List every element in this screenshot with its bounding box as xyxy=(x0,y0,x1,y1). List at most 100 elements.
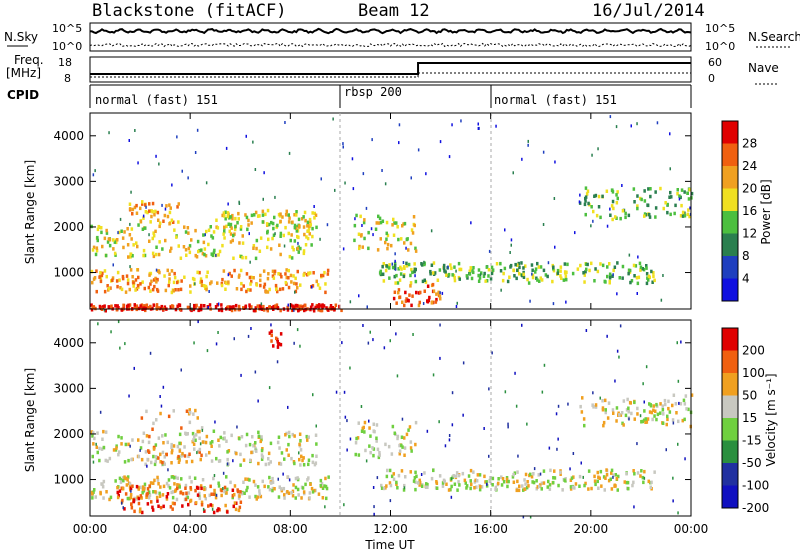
power-echo-cell xyxy=(673,211,676,216)
velocity-scatter-cell xyxy=(99,410,102,414)
velocity-echo-cell xyxy=(360,429,364,433)
power-scatter-cell xyxy=(319,237,321,241)
velocity-echo-cell xyxy=(137,487,140,491)
velocity-echo-cell xyxy=(627,406,630,410)
velocity-scatter-cell xyxy=(526,422,528,426)
power-echo-cell xyxy=(560,276,563,280)
power-echo-cell xyxy=(435,297,438,302)
power-scatter-cell xyxy=(344,181,346,185)
velocity-echo-cell xyxy=(191,431,195,436)
velocity-echo-cell xyxy=(115,446,118,450)
power-echo-cell xyxy=(226,211,230,215)
velocity-scatter-cell xyxy=(346,448,348,452)
power-scatter-cell xyxy=(591,153,593,157)
power-echo-cell xyxy=(396,225,399,229)
velocity-echo-cell xyxy=(278,485,281,489)
power-scatter-cell xyxy=(196,128,199,132)
power-echo-cell xyxy=(516,268,519,272)
velocity-echo-cell xyxy=(237,508,241,513)
velocity-echo-cell xyxy=(180,426,183,430)
velocity-echo-cell xyxy=(650,410,654,415)
power-echo-cell xyxy=(599,262,602,266)
power-echo-cell xyxy=(235,287,239,291)
power-echo-cell xyxy=(611,217,614,222)
velocity-echo-cell xyxy=(237,496,241,500)
power-echo-cell xyxy=(274,304,277,308)
velocity-echo-cell xyxy=(633,472,636,476)
velocity-echo-cell xyxy=(308,496,311,500)
velocity-echo-cell xyxy=(246,485,249,490)
power-echo-cell xyxy=(198,248,201,253)
velocity-echo-cell xyxy=(454,474,457,479)
power-echo-cell xyxy=(652,274,655,279)
velocity-echo-cell xyxy=(225,491,228,495)
power-echo-cell xyxy=(284,280,288,285)
velocity-scatter-cell xyxy=(488,454,490,458)
power-echo-cell xyxy=(254,210,258,215)
power-echo-cell xyxy=(225,281,228,285)
power-echo-cell xyxy=(315,225,318,230)
power-echo-cell xyxy=(143,304,146,308)
power-echo-cell xyxy=(413,267,417,272)
velocity-echo-cell xyxy=(369,450,372,455)
power-echo-cell xyxy=(121,276,125,281)
velocity-echo-cell xyxy=(572,475,575,479)
velocity-echo-cell xyxy=(130,506,134,510)
power-scatter-cell xyxy=(274,232,276,236)
power-echo-cell xyxy=(562,278,566,282)
power-scatter-cell xyxy=(145,205,147,209)
power-echo-cell xyxy=(107,237,111,241)
power-echo-cell xyxy=(662,206,665,211)
velocity-echo-cell xyxy=(584,481,587,486)
velocity-echo-cell xyxy=(382,486,386,491)
power-echo-cell xyxy=(309,307,312,312)
power-echo-cell xyxy=(202,233,205,237)
velocity-echo-cell xyxy=(117,434,120,439)
velocity-echo-cell xyxy=(307,462,310,467)
power-scatter-cell xyxy=(171,183,173,187)
velocity-echo-cell xyxy=(683,417,686,422)
power-echo-cell xyxy=(170,218,174,222)
power-echo-cell xyxy=(418,300,421,305)
power-echo-cell xyxy=(388,263,391,267)
power-echo-cell xyxy=(397,237,400,242)
power-echo-cell xyxy=(158,224,161,229)
velocity-echo-cell xyxy=(475,485,478,489)
power-echo-cell xyxy=(586,262,589,267)
velocity-echo-cell xyxy=(217,481,220,485)
velocity-echo-cell xyxy=(661,404,664,408)
velocity-echo-cell xyxy=(301,486,305,490)
velocity-scatter-cell xyxy=(160,404,163,408)
power-echo-cell xyxy=(540,278,544,282)
power-scatter-cell xyxy=(660,298,663,302)
power-echo-cell xyxy=(299,304,302,308)
velocity-echo-cell xyxy=(162,441,165,445)
power-echo-cell xyxy=(103,289,107,294)
velocity-scatter-cell xyxy=(514,371,516,375)
power-scatter-cell xyxy=(398,141,400,145)
power-echo-cell xyxy=(321,303,324,307)
power-echo-cell xyxy=(168,210,172,215)
velocity-echo-cell xyxy=(407,428,410,432)
power-echo-cell xyxy=(92,305,96,309)
power-echo-cell xyxy=(228,216,231,220)
velocity-echo-cell xyxy=(400,435,404,439)
power-echo-cell xyxy=(132,281,135,285)
power-echo-cell xyxy=(571,271,575,276)
power-echo-cell xyxy=(453,278,457,283)
power-echo-cell xyxy=(307,226,311,230)
power-ytick-label: 4000 xyxy=(53,129,84,143)
x-axis-ticks: 00:00 04:00 08:00 12:00 16:00 20:00 00:00 xyxy=(73,113,708,536)
velocity-scatter-cell xyxy=(507,425,509,429)
nsearch-label: N.Search xyxy=(748,30,800,44)
velocity-echo-cell xyxy=(307,435,310,439)
power-echo-cell xyxy=(94,252,98,257)
power-echo-cell xyxy=(129,255,132,259)
power-echo-cell xyxy=(310,243,313,247)
velocity-echo-cell xyxy=(178,458,181,462)
velocity-colorbar-tick: 100 xyxy=(742,366,765,380)
velocity-echo-cell xyxy=(315,442,318,446)
velocity-echo-cell xyxy=(310,486,314,491)
velocity-echo-cell xyxy=(152,421,155,426)
power-echo-cell xyxy=(131,275,134,279)
